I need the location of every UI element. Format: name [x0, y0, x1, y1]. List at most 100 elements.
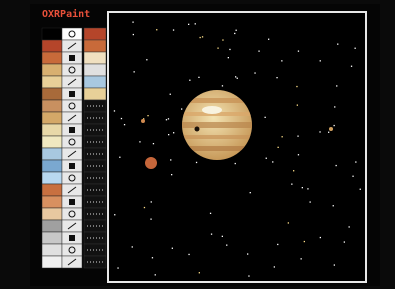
star — [355, 48, 356, 49]
pattern-swatch[interactable] — [84, 40, 106, 52]
star — [276, 77, 277, 78]
star — [222, 236, 223, 237]
app-title: OXRPaint — [42, 8, 90, 20]
color-swatch[interactable] — [42, 232, 62, 244]
star — [298, 154, 299, 155]
toolbox — [62, 28, 82, 268]
star — [310, 201, 311, 202]
star — [144, 207, 145, 208]
color-swatch[interactable] — [42, 112, 62, 124]
star — [360, 189, 361, 190]
pattern-swatch[interactable] — [84, 76, 106, 88]
star — [155, 274, 156, 275]
moon — [329, 127, 333, 131]
star — [274, 266, 275, 267]
tool-button[interactable] — [62, 28, 82, 40]
star — [222, 39, 223, 40]
star — [319, 131, 320, 132]
star — [288, 222, 289, 223]
star — [146, 59, 147, 60]
star — [235, 76, 236, 77]
star — [195, 23, 196, 24]
pattern-swatch[interactable] — [84, 64, 106, 76]
star — [334, 125, 335, 126]
color-swatch[interactable] — [42, 172, 62, 184]
star — [258, 51, 259, 52]
tool-icon — [69, 163, 75, 169]
color-swatch[interactable] — [42, 208, 62, 220]
moon — [141, 119, 145, 123]
tool-button[interactable] — [62, 244, 82, 256]
band — [180, 135, 255, 139]
color-swatch[interactable] — [42, 160, 62, 172]
color-swatch[interactable] — [42, 52, 62, 64]
star — [168, 134, 169, 135]
star — [254, 72, 255, 73]
tool-button[interactable] — [62, 172, 82, 184]
star — [202, 36, 203, 37]
color-swatch[interactable] — [42, 196, 62, 208]
screen: OXRPaint — [0, 0, 395, 289]
star — [171, 174, 172, 175]
star — [188, 254, 189, 255]
star — [124, 124, 125, 125]
star — [147, 115, 148, 116]
color-swatch[interactable] — [42, 124, 62, 136]
tool-icon — [69, 127, 75, 133]
star — [229, 49, 230, 50]
star — [121, 118, 122, 119]
star — [173, 29, 174, 30]
star — [132, 246, 133, 247]
star — [217, 48, 218, 49]
star — [235, 163, 236, 164]
color-swatch[interactable] — [42, 28, 62, 40]
star — [265, 117, 266, 118]
pattern-swatch[interactable] — [84, 88, 106, 100]
star — [199, 272, 200, 273]
star — [150, 219, 151, 220]
color-swatch[interactable] — [42, 40, 62, 52]
star — [181, 108, 182, 109]
star — [247, 253, 248, 254]
star — [320, 60, 321, 61]
star — [334, 106, 335, 107]
color-swatch[interactable] — [42, 64, 62, 76]
color-swatch[interactable] — [42, 184, 62, 196]
star — [222, 85, 223, 86]
color-swatch[interactable] — [42, 76, 62, 88]
star — [228, 57, 229, 58]
star — [282, 136, 283, 137]
star — [198, 77, 199, 78]
star — [114, 214, 115, 215]
star — [307, 188, 308, 189]
color-swatch[interactable] — [42, 244, 62, 256]
star — [189, 80, 190, 81]
star — [170, 94, 171, 95]
spot — [202, 106, 222, 114]
tool-button[interactable] — [62, 208, 82, 220]
star — [304, 241, 305, 242]
star — [333, 205, 334, 206]
color-swatch[interactable] — [42, 256, 62, 268]
star — [134, 71, 135, 72]
tool-button[interactable] — [62, 100, 82, 112]
color-swatch[interactable] — [42, 100, 62, 112]
star — [291, 184, 292, 185]
tool-button[interactable] — [62, 136, 82, 148]
tool-icon — [69, 55, 75, 61]
pattern-swatch[interactable] — [84, 52, 106, 64]
star — [320, 237, 321, 238]
pattern-column — [84, 28, 106, 268]
star — [302, 187, 303, 188]
color-swatch[interactable] — [42, 88, 62, 100]
pattern-swatch[interactable] — [84, 28, 106, 40]
color-swatch[interactable] — [42, 136, 62, 148]
star — [114, 110, 115, 111]
tool-button[interactable] — [62, 64, 82, 76]
star — [237, 78, 238, 79]
star — [337, 44, 338, 45]
color-swatch[interactable] — [42, 148, 62, 160]
color-swatch[interactable] — [42, 220, 62, 232]
star — [168, 118, 169, 119]
star — [234, 33, 235, 34]
